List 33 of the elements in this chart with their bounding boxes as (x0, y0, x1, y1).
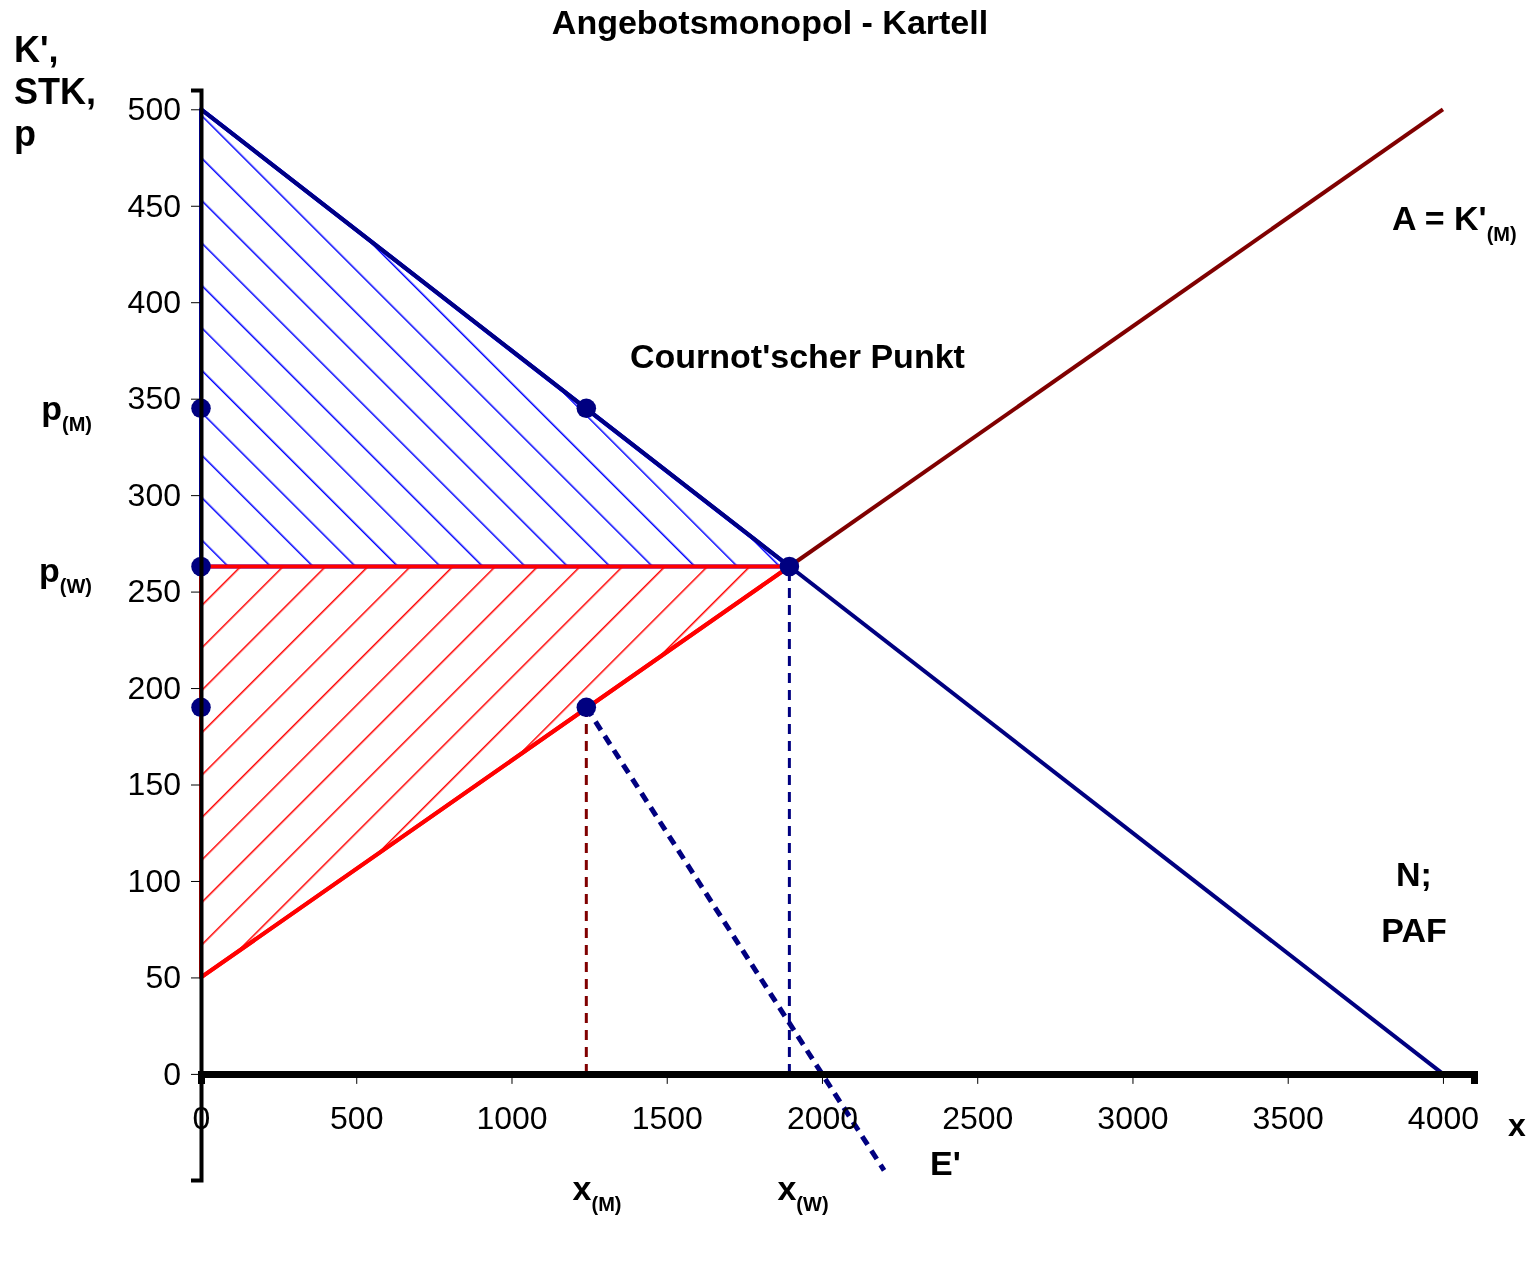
text: p$_{(M)}$ (41, 389, 92, 435)
x-axis-title: x (1508, 1106, 1526, 1143)
annotation: A = K'$_{(M)}$ (1392, 199, 1517, 245)
y-tick-label: 350 (127, 380, 181, 417)
x-tick-label: 1500 (631, 1099, 703, 1136)
annotation: x$_{(M)}$ (572, 1169, 622, 1215)
y-axis-title: K', STK, p (14, 29, 97, 154)
y-tick-label: 150 (127, 766, 181, 803)
annotation: x$_{(W)}$ (777, 1169, 829, 1215)
y-tick-label: 200 (127, 669, 181, 706)
y-tick-label: 0 (163, 1055, 181, 1092)
point (779, 556, 800, 577)
x-tick-label: 2500 (942, 1099, 1014, 1136)
annotation: Cournot'scher Punkt (630, 337, 965, 375)
x-tick-label: 3500 (1252, 1099, 1324, 1136)
y-tick-label: 500 (127, 91, 181, 128)
text: p$_{(W)}$ (39, 551, 92, 597)
x-tick-label: 3000 (1097, 1099, 1169, 1136)
x-tick-label: 2000 (786, 1099, 859, 1136)
y-tick-label: 300 (127, 476, 181, 513)
annotation: E' (930, 1144, 961, 1182)
annotation: N; PAF (1381, 855, 1447, 949)
point (576, 697, 597, 718)
x-tick-label: 500 (330, 1099, 384, 1136)
y-tick-label: 400 (127, 283, 181, 320)
y-tick-label: 250 (127, 573, 181, 610)
y-tick-label: 450 (127, 187, 181, 224)
y-tick-label: 50 (145, 959, 181, 996)
x-tick-label: 1000 (476, 1099, 548, 1136)
y-tick-label: 100 (127, 862, 181, 899)
x-tick-label: 4000 (1407, 1099, 1480, 1136)
point (576, 398, 597, 419)
chart-title: Angebotsmonopol - Kartell (551, 3, 989, 41)
